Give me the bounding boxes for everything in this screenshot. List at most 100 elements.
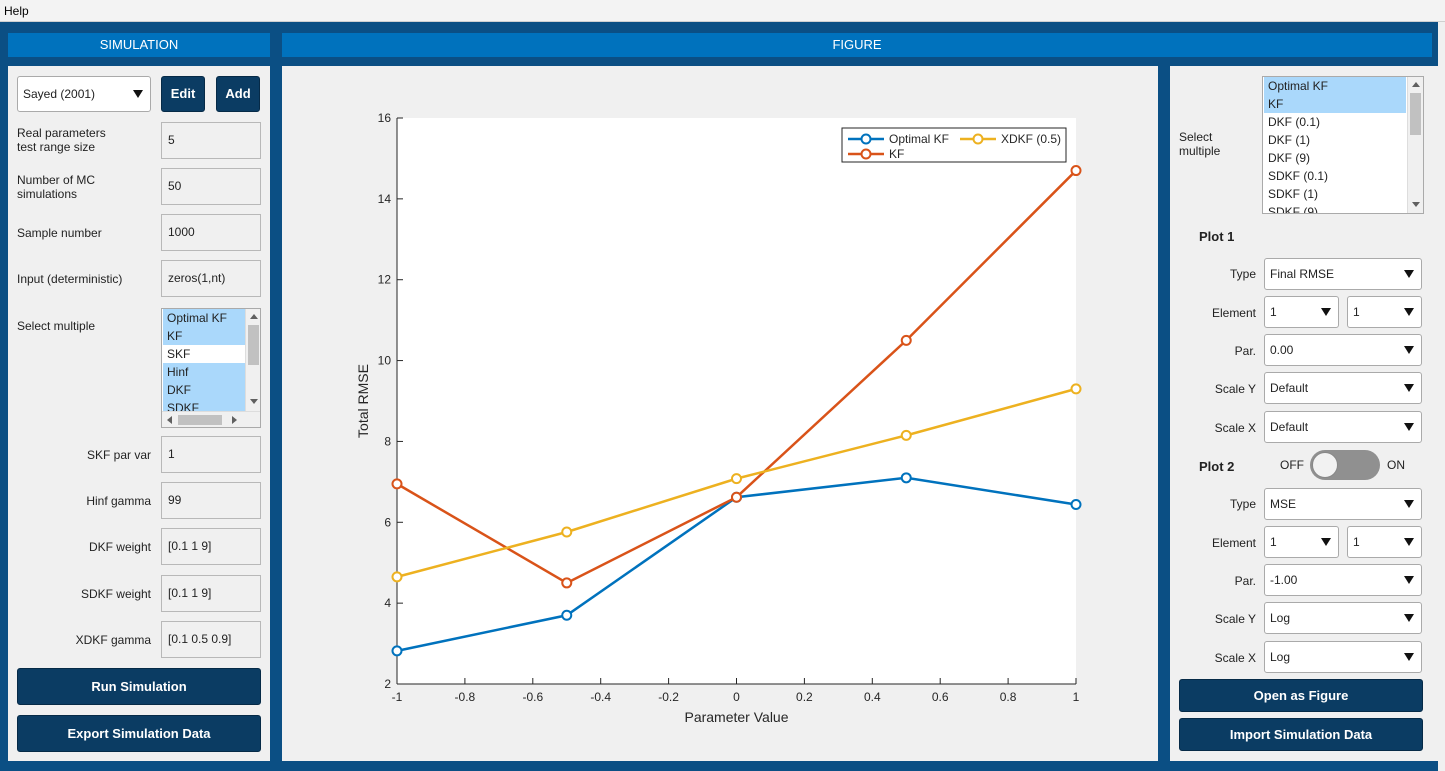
plot2-par-dropdown[interactable]: -1.00 <box>1264 564 1422 596</box>
range-size-field[interactable]: 5 <box>161 122 261 159</box>
preset-dropdown[interactable]: Sayed (2001) <box>17 76 151 112</box>
horizontal-scroll-thumb[interactable] <box>178 415 222 425</box>
data-point <box>391 645 403 657</box>
menu-help[interactable]: Help <box>4 4 29 18</box>
legend-marker <box>860 133 872 145</box>
sample-number-field[interactable]: 1000 <box>161 214 261 251</box>
list-item[interactable]: SDKF (0.1) <box>1268 169 1329 183</box>
range-label-line1: Real parameters <box>17 126 106 140</box>
open-as-figure-button[interactable]: Open as Figure <box>1179 679 1423 712</box>
data-point <box>731 473 742 485</box>
arrow-right-icon[interactable] <box>232 416 237 424</box>
x-tick-label: -0.2 <box>658 690 679 704</box>
list-item[interactable]: Optimal KF <box>163 309 245 327</box>
chevron-down-icon <box>1404 576 1414 584</box>
series-listbox[interactable]: Optimal KF KF DKF (0.1) DKF (1) DKF (9) … <box>1262 76 1424 214</box>
simulation-panel: Sayed (2001) Edit Add Real parameters te… <box>8 66 270 761</box>
simulation-header: SIMULATION <box>8 33 270 57</box>
range-label-line2: test range size <box>17 140 96 154</box>
y-tick-label: 8 <box>384 434 391 448</box>
export-simulation-data-button[interactable]: Export Simulation Data <box>17 715 261 752</box>
skf-par-var-field[interactable]: 1 <box>161 436 261 473</box>
list-item[interactable]: KF <box>163 327 245 345</box>
scroll-thumb[interactable] <box>248 325 259 365</box>
chevron-down-icon <box>1404 308 1414 316</box>
arrow-down-icon[interactable] <box>250 399 258 404</box>
mc-label: Number of MC simulations <box>17 173 95 201</box>
plot2-element-value-1: 1 <box>1270 535 1277 549</box>
plot2-scale-x-dropdown[interactable]: Log <box>1264 641 1422 673</box>
list-item[interactable]: SDKF (1) <box>1268 187 1319 201</box>
filter-listbox[interactable]: Optimal KF KF SKF Hinf DKF SDKF <box>161 308 261 428</box>
plot2-title: Plot 2 <box>1199 459 1235 474</box>
plot1-scale-x-dropdown[interactable]: Default <box>1264 411 1422 443</box>
rmse-chart[interactable]: -1 -0.8 -0.6 -0.4 -0.2 0 0.2 0.4 0.6 0.8 124681012… <box>282 66 1158 761</box>
plot2-element-label: Element <box>1211 536 1256 550</box>
chevron-down-icon <box>1321 308 1331 316</box>
plot1-scale-x-value: Default <box>1270 420 1309 434</box>
arrow-up-icon[interactable] <box>250 314 258 319</box>
list-item[interactable]: DKF (0.1) <box>1268 115 1321 129</box>
preset-value: Sayed (2001) <box>23 87 96 101</box>
plot2-toggle[interactable] <box>1310 450 1380 480</box>
legend-box <box>841 127 1067 163</box>
arrow-down-icon[interactable] <box>1412 202 1420 207</box>
x-axis-label: Parameter Value <box>684 709 788 725</box>
x-tick-label: 0.6 <box>932 690 949 704</box>
sdkf-weight-field[interactable]: [0.1 1 9] <box>161 575 261 612</box>
scroll-thumb[interactable] <box>1410 93 1421 135</box>
range-label: Real parameters test range size <box>17 126 106 154</box>
mc-simulations-field[interactable]: 50 <box>161 168 261 205</box>
arrow-up-icon[interactable] <box>1412 82 1420 87</box>
plot1-element-dropdown-2[interactable]: 1 <box>1347 296 1422 328</box>
plot2-type-dropdown[interactable]: MSE <box>1264 488 1422 520</box>
list-item[interactable]: DKF (9) <box>1268 151 1310 165</box>
run-simulation-button[interactable]: Run Simulation <box>17 668 261 705</box>
dkf-label: DKF weight <box>88 540 151 554</box>
plot2-scale-y-value: Log <box>1270 611 1291 625</box>
arrow-left-icon[interactable] <box>167 416 172 424</box>
plot1-scale-y-dropdown[interactable]: Default <box>1264 372 1422 404</box>
hinf-label: Hinf gamma <box>86 494 151 508</box>
xdkf-gamma-field[interactable]: [0.1 0.5 0.9] <box>161 621 261 658</box>
list-item[interactable]: Hinf <box>163 363 245 381</box>
plot1-par-dropdown[interactable]: 0.00 <box>1264 334 1422 366</box>
list-item[interactable]: SDKF (9) <box>1268 205 1319 214</box>
x-tick-label: 0.8 <box>1000 690 1017 704</box>
list-item[interactable]: SKF <box>167 347 191 361</box>
vertical-scrollbar[interactable] <box>245 309 260 411</box>
toggle-off-label: OFF <box>1280 458 1304 472</box>
list-item[interactable]: KF <box>1264 95 1406 113</box>
input-label: Input (deterministic) <box>17 272 123 286</box>
y-tick-label: 10 <box>378 354 392 368</box>
vertical-scrollbar[interactable] <box>1407 77 1423 213</box>
plot2-element-dropdown-1[interactable]: 1 <box>1264 526 1339 558</box>
x-tick-label: 0.2 <box>796 690 813 704</box>
list-item[interactable]: DKF <box>163 381 245 399</box>
horizontal-scrollbar[interactable] <box>162 411 260 427</box>
plot2-scale-y-dropdown[interactable]: Log <box>1264 602 1422 634</box>
x-tick-label: -0.6 <box>522 690 543 704</box>
import-simulation-data-button[interactable]: Import Simulation Data <box>1179 718 1423 751</box>
hinf-gamma-field[interactable]: 99 <box>161 482 261 519</box>
plot2-element-dropdown-2[interactable]: 1 <box>1347 526 1422 558</box>
legend-marker <box>972 133 984 145</box>
data-point <box>1070 165 1082 177</box>
input-field[interactable]: zeros(1,nt) <box>161 260 261 297</box>
plot1-type-dropdown[interactable]: Final RMSE <box>1264 258 1422 290</box>
data-point <box>1070 383 1082 395</box>
chevron-down-icon <box>1404 423 1414 431</box>
toggle-knob[interactable] <box>1312 452 1338 478</box>
x-tick-label: 0.4 <box>864 690 881 704</box>
legend-marker <box>860 148 872 160</box>
plot1-element-dropdown-1[interactable]: 1 <box>1264 296 1339 328</box>
list-item[interactable]: Optimal KF <box>1264 77 1406 95</box>
add-button[interactable]: Add <box>216 76 260 112</box>
xdkf-label: XDKF gamma <box>75 633 151 647</box>
data-point <box>391 571 403 583</box>
y-axis-label: Total RMSE <box>355 364 371 438</box>
chevron-down-icon <box>133 90 143 98</box>
edit-button[interactable]: Edit <box>161 76 205 112</box>
list-item[interactable]: DKF (1) <box>1268 133 1310 147</box>
dkf-weight-field[interactable]: [0.1 1 9] <box>161 528 261 565</box>
